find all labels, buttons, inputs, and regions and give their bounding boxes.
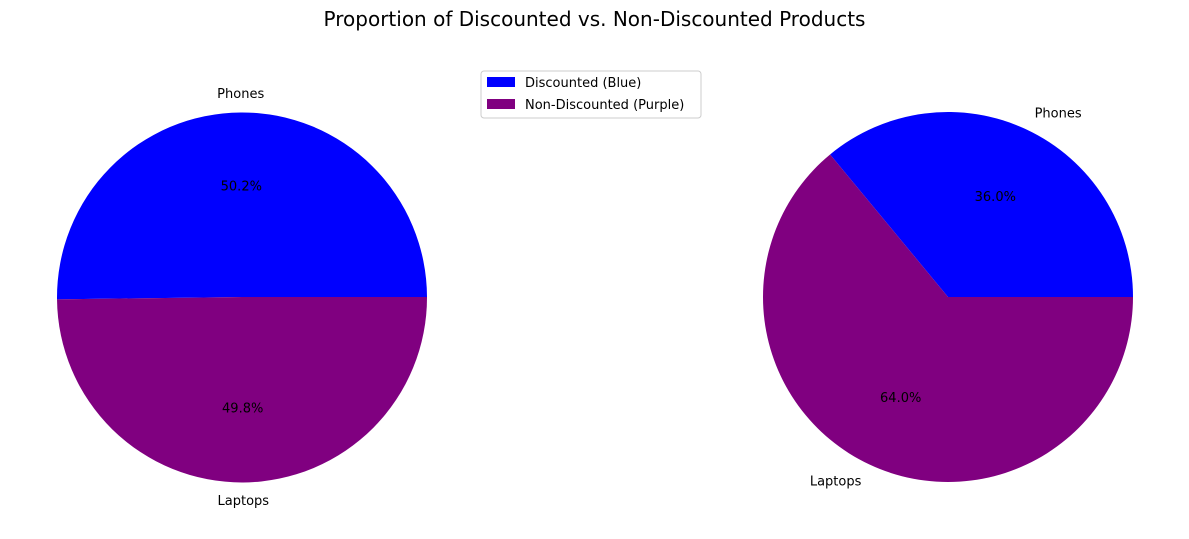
legend-frame: [480, 70, 702, 119]
pie2-slice-phones: [830, 112, 1133, 298]
pie1-percent-label: 49.8%: [222, 402, 263, 417]
legend-swatch-discounted: [487, 77, 515, 87]
legend-label-non-discounted: Non-Discounted (Purple): [525, 98, 684, 113]
pie1-percent-label: 50.2%: [221, 180, 262, 195]
pie1-category-label: Laptops: [218, 494, 270, 509]
pie2-slice-laptops: [763, 154, 1133, 483]
pie1-slice-phones: [57, 112, 427, 300]
legend-swatch-non-discounted: [487, 99, 515, 109]
chart-title: Proportion of Discounted vs. Non-Discoun…: [324, 7, 866, 31]
legend: Discounted (Blue) Non-Discounted (Purple…: [480, 70, 702, 119]
pie2-percent-label: 36.0%: [975, 190, 1016, 205]
pie-chart-right: Phones 36.0% Laptops 64.0%: [763, 106, 1133, 490]
pie2-category-label: Phones: [1035, 106, 1082, 121]
pie2-percent-label: 64.0%: [880, 391, 921, 406]
legend-label-discounted: Discounted (Blue): [525, 76, 641, 91]
pie2-category-label: Laptops: [810, 475, 862, 490]
pie1-category-label: Phones: [217, 87, 264, 102]
pie1-slice-laptops: [57, 297, 428, 483]
pie-chart-left: Phones 50.2% Laptops 49.8%: [57, 87, 428, 509]
